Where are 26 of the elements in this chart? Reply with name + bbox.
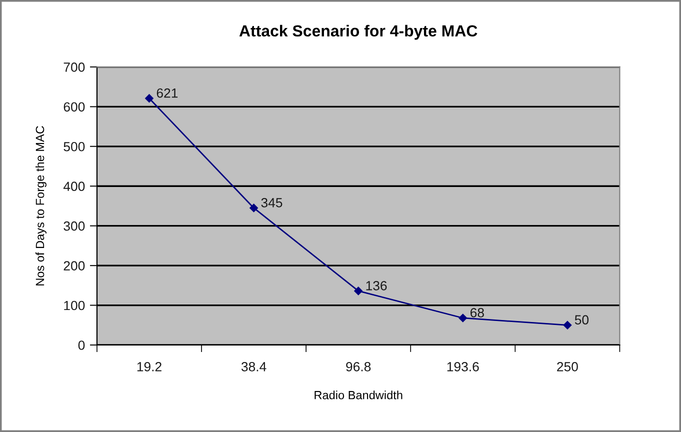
x-axis-title: Radio Bandwidth (314, 390, 402, 400)
data-label: 345 (261, 198, 282, 208)
point (145, 94, 154, 102)
y-tick-label: 400 (63, 182, 85, 192)
point (250, 204, 258, 212)
y-tick-label: 500 (64, 142, 85, 152)
y-axis-title: Nos of Days to Forge the MAC (35, 126, 46, 286)
x-tick-label: 19.2 (137, 362, 162, 372)
data-label: 621 (156, 88, 178, 98)
x-tick-label: 250 (557, 362, 578, 372)
y-tick-label: 300 (64, 221, 85, 231)
data-label: 50 (574, 315, 589, 325)
x-tick-label: 96.8 (346, 362, 371, 372)
point (354, 286, 362, 296)
x-tick-label: 38.4 (241, 362, 266, 372)
chart-title: Attack Scenario for 4-byte MAC (239, 24, 478, 40)
point (458, 314, 468, 322)
y-tick-label: 600 (64, 102, 85, 112)
data-label: 68 (470, 308, 484, 318)
point (563, 321, 572, 330)
data-label: 136 (366, 281, 387, 290)
y-tick-label: 0 (78, 340, 85, 350)
x-tick-label: 193.6 (447, 362, 479, 372)
y-tick-label: 100 (64, 300, 85, 310)
y-tick-label: 700 (64, 62, 85, 72)
y-tick-label: 200 (64, 261, 85, 270)
